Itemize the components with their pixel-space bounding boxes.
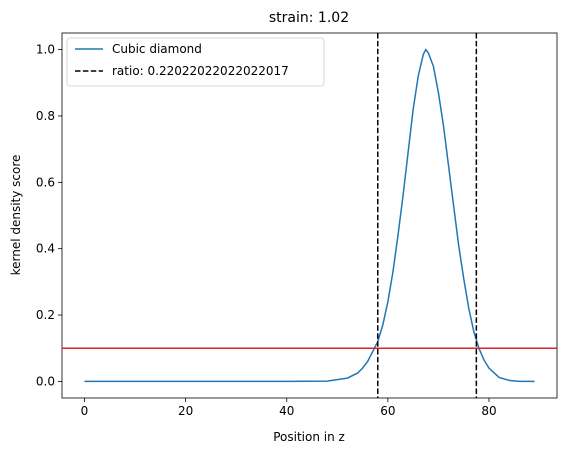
y-tick-label: 0.0 (36, 374, 55, 388)
series-line-cubic-diamond (84, 48, 535, 383)
y-axis-label: kernel density score (9, 155, 23, 276)
y-tick-label: 0.4 (36, 242, 55, 256)
x-tick-label: 0 (81, 404, 89, 418)
y-tick-label: 0.8 (36, 109, 55, 123)
plot-frame (61, 32, 558, 399)
x-tick-label: 20 (178, 404, 193, 418)
legend-box (66, 37, 325, 87)
chart-title: strain: 1.02 (269, 10, 349, 26)
y-tick-label: 0.2 (36, 308, 55, 322)
y-tick-label: 0.6 (36, 175, 55, 189)
x-tick-label: 40 (279, 404, 294, 418)
legend-label-cubic-diamond: Cubic diamond (112, 42, 202, 56)
x-axis-label: Position in z (273, 430, 345, 444)
y-tick-label: 1.0 (36, 43, 55, 57)
x-tick-label: 80 (481, 404, 496, 418)
legend-label-ratio: ratio: 0.22022022022022017 (112, 64, 289, 78)
plot-area: 0 20 40 60 80 0.0 0.2 0.4 0.6 0.8 1.0 Cubic diamond… (36, 32, 558, 418)
x-tick-label: 60 (380, 404, 395, 418)
